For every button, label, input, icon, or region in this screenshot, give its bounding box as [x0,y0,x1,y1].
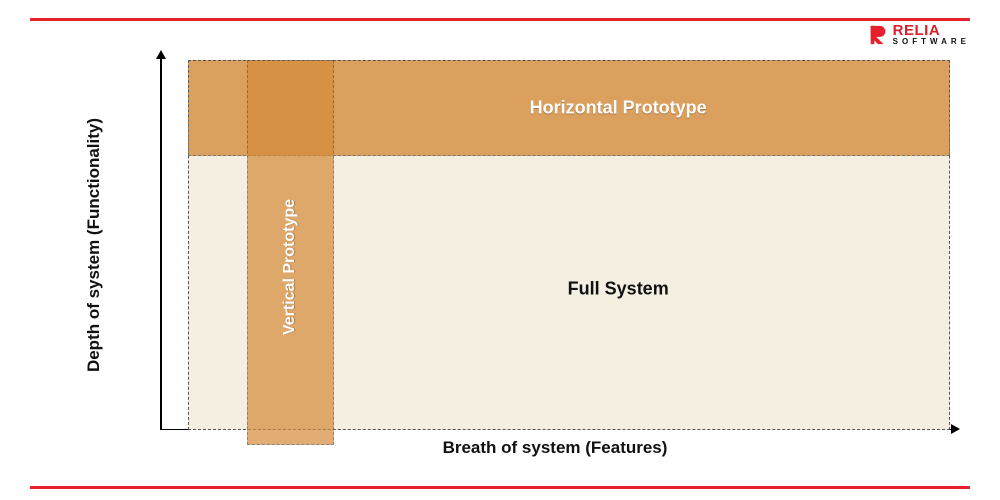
x-axis-arrow-icon [951,424,960,434]
logo-text: RELIA SOFTWARE [893,24,970,46]
label-vertical-prototype: Vertical Prototype [281,199,299,335]
chart-area: Full System Horizontal Prototype Vertica… [160,60,950,430]
y-axis [160,54,162,430]
y-axis-label: Depth of system (Functionality) [84,60,108,430]
bottom-rule [30,486,970,489]
label-full-system: Full System [568,279,669,300]
logo-line2: SOFTWARE [893,38,970,46]
logo: RELIA SOFTWARE [867,24,970,46]
logo-line1: RELIA [893,24,970,38]
top-rule [30,18,970,21]
y-axis-arrow-icon [156,50,166,59]
logo-mark-icon [867,24,889,46]
label-horizontal-prototype: Horizontal Prototype [530,98,707,119]
